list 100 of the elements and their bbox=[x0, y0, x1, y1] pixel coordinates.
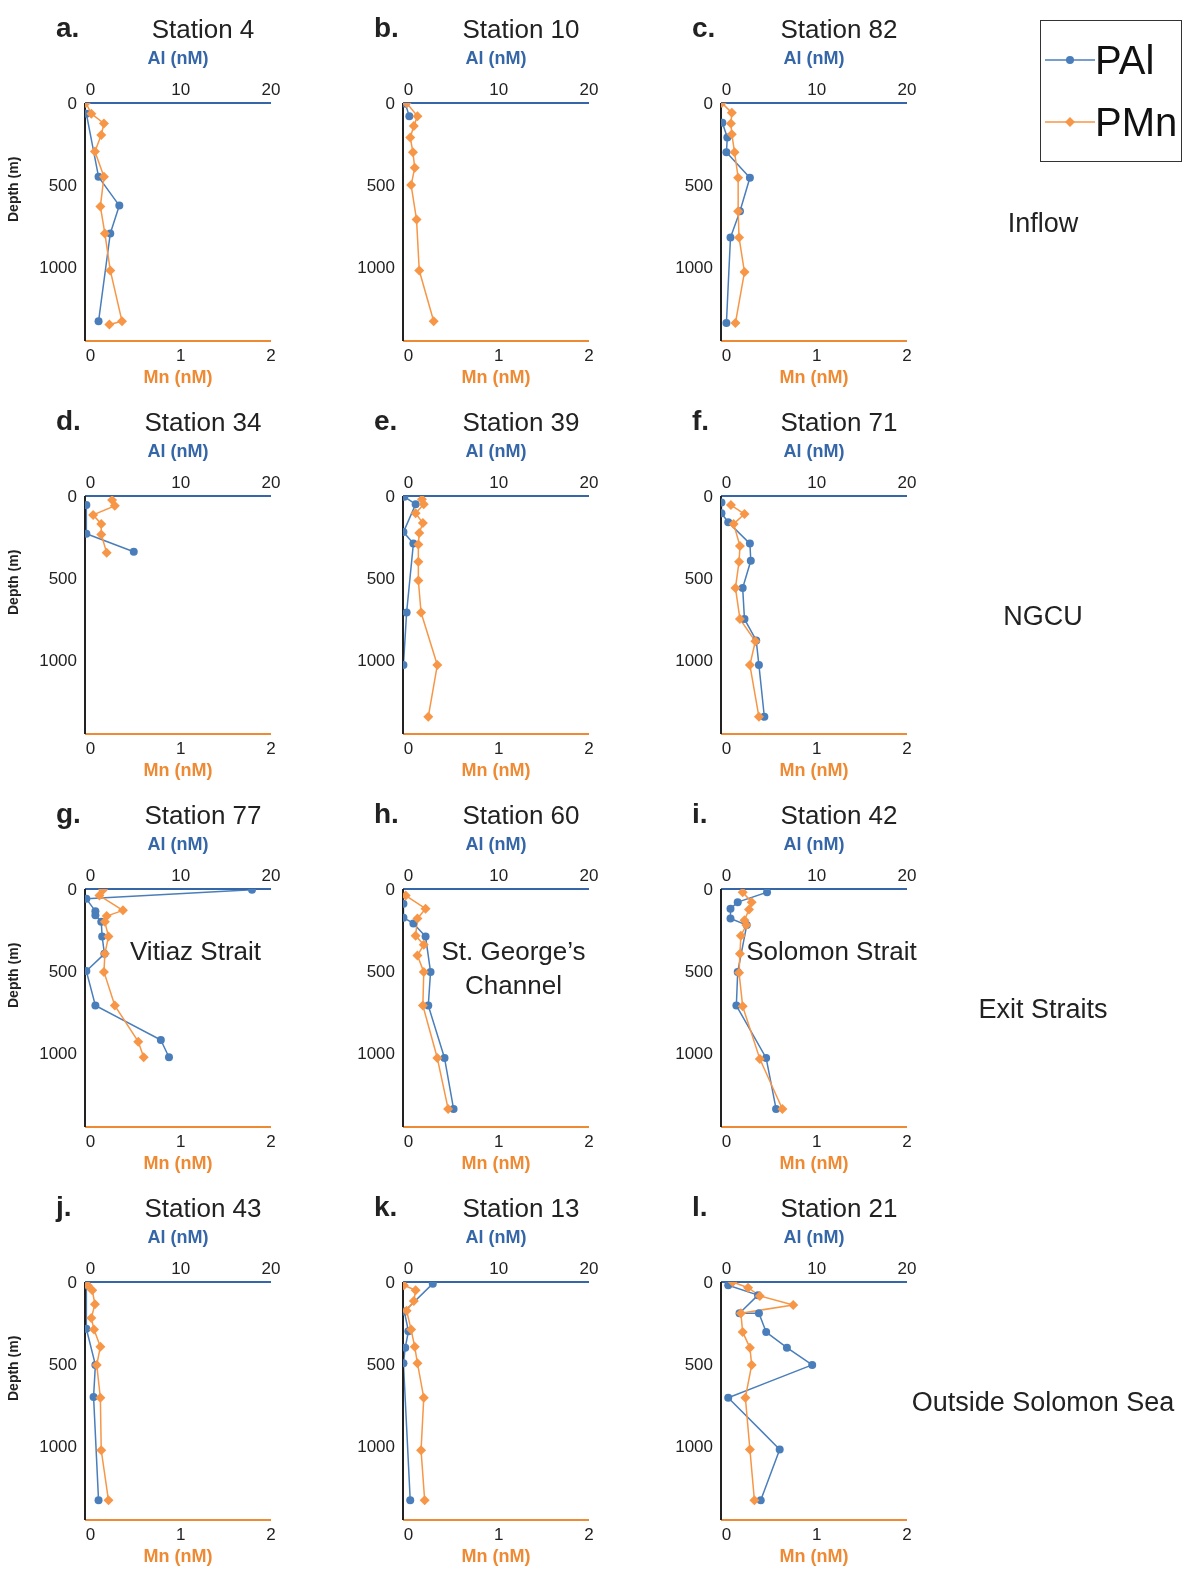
text: e. bbox=[374, 405, 398, 437]
point bbox=[98, 932, 107, 941]
x2-axis-title: Al (nM) bbox=[783, 1226, 845, 1247]
x-axis-title: Mn (nM) bbox=[461, 1546, 531, 1566]
y-tick-label: 500 bbox=[48, 176, 77, 196]
point bbox=[726, 904, 735, 913]
chart-title: Station 34 bbox=[143, 407, 263, 438]
x2-tick-label: 10 bbox=[171, 866, 191, 885]
y-tick-label: 500 bbox=[684, 1355, 713, 1375]
y-tick-label: 0 bbox=[385, 880, 395, 900]
text: Outside Solomon Sea bbox=[910, 1387, 1176, 1418]
chart-title: Station 43 bbox=[143, 1193, 263, 1224]
text: d. bbox=[56, 405, 81, 437]
point bbox=[782, 1343, 791, 1352]
x-axis-title: Mn (nM) bbox=[779, 1546, 849, 1566]
chart-title: Station 82 bbox=[779, 14, 899, 45]
x2-tick-label: 20 bbox=[897, 866, 917, 885]
point bbox=[733, 898, 742, 907]
point bbox=[726, 914, 735, 923]
x2-axis-title: Al (nM) bbox=[147, 1226, 209, 1247]
x2-tick-label: 20 bbox=[261, 1259, 281, 1278]
y-tick-label: 1000 bbox=[357, 258, 395, 278]
y-tick-label: 1000 bbox=[39, 651, 77, 671]
y-tick-label: 1000 bbox=[357, 1044, 395, 1064]
point bbox=[754, 1309, 763, 1318]
chart-title: Station 21 bbox=[779, 1193, 899, 1224]
x-axis-title: Mn (nM) bbox=[461, 367, 531, 387]
x-axis-title: Mn (nM) bbox=[461, 1153, 531, 1173]
x-tick-label: 2 bbox=[584, 346, 594, 366]
legend-label: PMn bbox=[1095, 99, 1178, 145]
x-tick-label: 0 bbox=[85, 739, 96, 759]
x2-tick-label: 20 bbox=[579, 473, 599, 492]
text: k. bbox=[374, 1191, 398, 1223]
x-tick-label: 1 bbox=[175, 1525, 186, 1545]
y-axis-title: Depth (m) bbox=[4, 1335, 21, 1401]
y-tick-label: 1000 bbox=[357, 651, 395, 671]
x-axis-title: Mn (nM) bbox=[143, 760, 213, 780]
y-tick-label: 500 bbox=[366, 1355, 395, 1375]
x-tick-label: 0 bbox=[403, 1525, 414, 1545]
y-tick-label: 1000 bbox=[39, 1044, 77, 1064]
y-tick-label: 1000 bbox=[675, 651, 713, 671]
y-axis-title: Depth (m) bbox=[4, 156, 21, 222]
text: Exit Straits bbox=[977, 994, 1109, 1025]
x-tick-label: 0 bbox=[85, 1525, 96, 1545]
chart-title: Station 13 bbox=[461, 1193, 581, 1224]
x2-axis-title: Al (nM) bbox=[147, 440, 209, 461]
y-tick-label: 0 bbox=[703, 880, 713, 900]
x2-tick-label: 20 bbox=[261, 473, 281, 492]
point bbox=[732, 1001, 741, 1010]
x2-tick-label: 10 bbox=[171, 80, 191, 99]
x-tick-label: 2 bbox=[266, 1132, 276, 1152]
x2-axis-title: Al (nM) bbox=[465, 440, 527, 461]
y-tick-label: 0 bbox=[703, 487, 713, 507]
x2-axis-title: Al (nM) bbox=[783, 47, 845, 68]
x2-tick-label: 0 bbox=[721, 1259, 732, 1278]
point bbox=[762, 1328, 771, 1337]
text: h. bbox=[374, 798, 399, 830]
chart-title: Station 39 bbox=[461, 407, 581, 438]
chart-title: Station 60 bbox=[461, 800, 581, 831]
x-tick-label: 2 bbox=[902, 739, 912, 759]
x-tick-label: 1 bbox=[811, 1525, 822, 1545]
point bbox=[91, 1001, 100, 1010]
x-axis-title: Mn (nM) bbox=[461, 760, 531, 780]
text: a. bbox=[56, 12, 80, 44]
x-tick-label: 0 bbox=[85, 346, 96, 366]
x-tick-label: 1 bbox=[811, 1132, 822, 1152]
x2-axis-title: Al (nM) bbox=[465, 47, 527, 68]
legend-label: PAl bbox=[1095, 37, 1155, 83]
y-tick-label: 500 bbox=[366, 569, 395, 589]
text: l. bbox=[692, 1191, 708, 1223]
x-tick-label: 2 bbox=[266, 346, 276, 366]
x-tick-label: 1 bbox=[493, 739, 504, 759]
x-tick-label: 2 bbox=[902, 346, 912, 366]
point bbox=[808, 1360, 817, 1369]
y-axis-title: Depth (m) bbox=[4, 942, 21, 1008]
chart-title: Station 4 bbox=[150, 14, 256, 45]
x2-tick-label: 10 bbox=[807, 80, 827, 99]
x-tick-label: 2 bbox=[584, 1525, 594, 1545]
y-tick-label: 1000 bbox=[357, 1437, 395, 1457]
y-tick-label: 500 bbox=[366, 176, 395, 196]
x-tick-label: 0 bbox=[721, 346, 732, 366]
y-tick-label: 500 bbox=[48, 1355, 77, 1375]
y-tick-label: 1000 bbox=[675, 1437, 713, 1457]
x2-tick-label: 20 bbox=[261, 866, 281, 885]
text: g. bbox=[56, 798, 81, 830]
y-tick-label: 0 bbox=[67, 94, 77, 114]
x2-tick-label: 20 bbox=[897, 1259, 917, 1278]
text: b. bbox=[374, 12, 399, 44]
x-tick-label: 0 bbox=[403, 1132, 414, 1152]
x2-tick-label: 20 bbox=[579, 866, 599, 885]
x-tick-label: 0 bbox=[85, 1132, 96, 1152]
x-tick-label: 2 bbox=[902, 1132, 912, 1152]
annotation: St. George’s Channel bbox=[440, 935, 587, 1002]
x-axis-title: Mn (nM) bbox=[143, 367, 213, 387]
x2-tick-label: 20 bbox=[897, 80, 917, 99]
y-tick-label: 0 bbox=[67, 1273, 77, 1293]
x-tick-label: 0 bbox=[403, 739, 414, 759]
y-tick-label: 1000 bbox=[675, 1044, 713, 1064]
text: NGCU bbox=[1002, 601, 1084, 632]
x-tick-label: 1 bbox=[493, 1525, 504, 1545]
